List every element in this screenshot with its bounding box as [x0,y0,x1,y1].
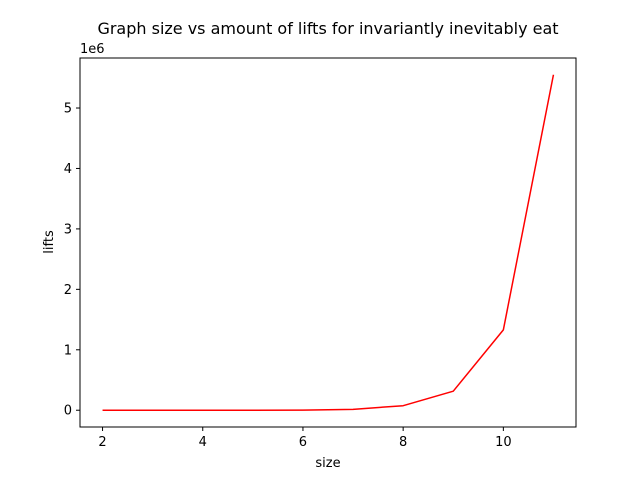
y-tick-label: 2 [64,283,72,298]
chart-title: Graph size vs amount of lifts for invari… [97,19,558,38]
plot-frame [79,57,577,428]
y-tick-label: 3 [64,222,72,237]
x-tick-label: 4 [199,435,207,450]
series-line-0 [102,74,555,411]
y-tick-label: 0 [64,404,72,419]
plot-area: 2 4 6 8 10 0 1 2 3 4 5 [64,57,577,450]
y-offset-label: 1e6 [80,42,105,57]
x-tick-label: 6 [299,435,307,450]
x-tick-label: 10 [495,435,512,450]
y-axis-label: lifts [42,230,57,254]
y-tick-label: 1 [64,343,72,358]
x-tick-label: 8 [399,435,407,450]
y-tick-label: 4 [64,162,72,177]
x-axis-label: size [315,456,340,471]
y-tick-label: 5 [64,102,72,117]
x-tick-label: 2 [98,435,106,450]
